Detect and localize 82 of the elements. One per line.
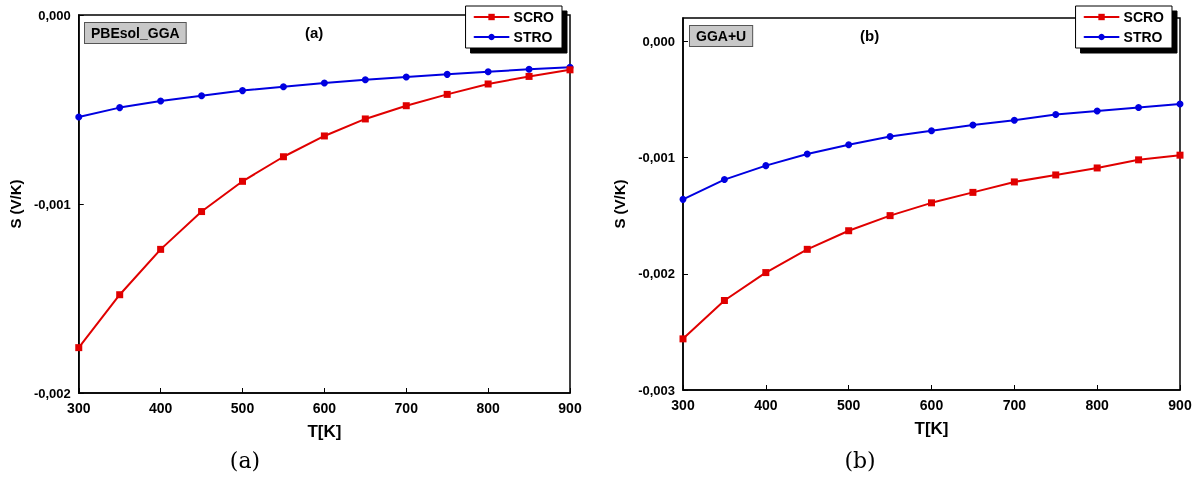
- point: [886, 212, 894, 220]
- point: [1052, 110, 1060, 118]
- y-tick-label: -0,001: [33, 196, 71, 212]
- x-tick-label: 600: [312, 400, 337, 416]
- text: (b): [843, 448, 877, 473]
- point: [928, 199, 935, 207]
- point: [762, 269, 770, 277]
- x-tick-label: 300: [67, 400, 91, 416]
- x-tick-label: 400: [754, 397, 778, 413]
- point: [402, 73, 410, 81]
- x-tick-label: 800: [476, 400, 501, 416]
- y-axis-title: S (V/K): [611, 179, 629, 229]
- y-tick-label: 0,000: [642, 33, 675, 49]
- y-tick-label: -0,001: [638, 150, 675, 165]
- point: [198, 208, 206, 216]
- legend-label: STRO: [1123, 29, 1163, 45]
- legend-label: SCRO: [1123, 9, 1165, 25]
- point: [845, 141, 853, 149]
- point: [75, 344, 83, 352]
- point: [928, 127, 935, 135]
- y-tick-label: -0,002: [33, 385, 71, 401]
- point: [803, 150, 811, 158]
- point: [762, 162, 770, 170]
- point: [1052, 171, 1060, 179]
- x-tick-label: 900: [558, 400, 582, 416]
- point: [279, 83, 287, 91]
- point: [679, 195, 687, 203]
- x-axis-title: T[K]: [307, 422, 342, 441]
- x-tick-label: 400: [148, 400, 173, 416]
- point: [116, 291, 124, 299]
- x-tick-label: 500: [836, 397, 861, 413]
- point: [845, 227, 853, 235]
- x-tick-label: 500: [230, 400, 255, 416]
- point: [886, 133, 894, 141]
- x-tick-label: 800: [1085, 397, 1110, 413]
- y-tick-label: 0,000: [38, 7, 71, 23]
- point: [157, 97, 165, 105]
- point: [198, 92, 206, 100]
- point: [75, 113, 83, 121]
- legend-label: SCRO: [513, 9, 555, 25]
- y-tick-label: -0,003: [638, 382, 675, 398]
- point: [720, 296, 728, 304]
- point: [484, 68, 492, 76]
- annotation: (b): [860, 27, 880, 44]
- x-tick-label: 900: [1168, 397, 1192, 413]
- point: [1135, 156, 1143, 164]
- point: [525, 72, 533, 80]
- x-tick-label: 600: [919, 397, 944, 413]
- point: [679, 335, 687, 343]
- point: [239, 177, 247, 185]
- point: [157, 245, 165, 253]
- point: [443, 70, 451, 78]
- annotation: (a): [305, 24, 324, 41]
- x-axis-title: T[K]: [914, 419, 949, 438]
- point: [1176, 151, 1184, 159]
- point: [969, 188, 977, 196]
- point: [1010, 178, 1018, 186]
- point: [1135, 104, 1143, 112]
- point: [116, 104, 124, 112]
- x-tick-label: 300: [671, 397, 695, 413]
- point: [720, 176, 728, 184]
- point: [1010, 116, 1018, 124]
- point: [361, 115, 369, 123]
- point: [484, 80, 492, 88]
- point: [525, 65, 533, 73]
- point: [361, 76, 369, 84]
- point: [239, 87, 247, 95]
- annotation: PBEsol_GGA: [91, 25, 180, 41]
- point: [443, 90, 451, 98]
- annotation: GGA+U: [696, 28, 747, 44]
- point: [320, 79, 328, 87]
- x-tick-label: 700: [394, 400, 419, 416]
- point: [279, 153, 287, 161]
- point: [803, 245, 811, 253]
- y-axis-title: S (V/K): [7, 179, 24, 229]
- legend-label: STRO: [513, 29, 553, 45]
- text: (a): [228, 448, 262, 473]
- point: [402, 102, 410, 110]
- point: [320, 132, 328, 140]
- y-tick-label: -0,002: [638, 266, 675, 282]
- point: [1093, 164, 1101, 172]
- x-tick-label: 700: [1002, 397, 1027, 413]
